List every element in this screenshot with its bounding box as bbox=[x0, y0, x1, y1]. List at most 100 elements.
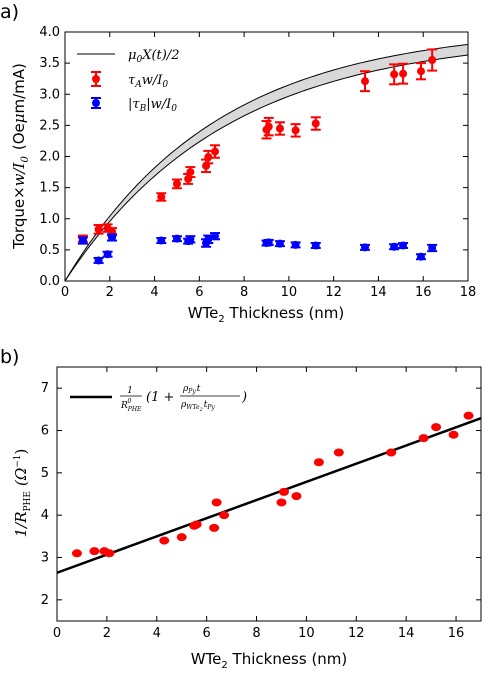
legend-b-paren-open: (1 + bbox=[146, 390, 174, 405]
chart-a-point-A bbox=[264, 122, 273, 131]
chart-b-xtick-label: 2 bbox=[103, 626, 111, 641]
chart-b-point bbox=[278, 487, 289, 496]
chart-b-point bbox=[211, 498, 222, 507]
chart-b-point bbox=[291, 492, 302, 501]
chart-a-point-B bbox=[428, 244, 437, 253]
panel-label-b: b) bbox=[0, 346, 19, 368]
chart-a-point-B bbox=[157, 236, 166, 245]
chart-a-xtick-label: 6 bbox=[195, 285, 203, 300]
chart-b-point bbox=[159, 536, 170, 545]
chart-a-point-B bbox=[291, 240, 300, 249]
chart-a-ytick-label: 3.5 bbox=[39, 56, 60, 71]
chart-b-xtick-label: 4 bbox=[153, 626, 161, 641]
chart-b-point bbox=[191, 520, 202, 529]
chart-a-point-B bbox=[264, 238, 273, 247]
chart-b-point bbox=[313, 458, 324, 467]
chart-b-ytick-label: 4 bbox=[41, 508, 49, 523]
chart-a-point-A bbox=[211, 147, 220, 156]
chart-b-xtick-label: 12 bbox=[348, 626, 365, 641]
chart-a-point-B bbox=[275, 239, 284, 248]
chart-a-point-A bbox=[428, 56, 437, 65]
chart-b-point bbox=[333, 448, 344, 457]
chart-b-point bbox=[448, 430, 459, 439]
chart-a-ytick-label: 1.5 bbox=[39, 181, 60, 196]
chart-b-xtick-label: 10 bbox=[298, 626, 315, 641]
chart-a-point-B bbox=[399, 241, 408, 250]
chart-a-point-A bbox=[204, 153, 213, 162]
chart-a-point-A bbox=[275, 124, 284, 133]
chart-b-point bbox=[176, 533, 187, 542]
panel-label-a: a) bbox=[0, 1, 19, 23]
chart-a-point-B bbox=[78, 236, 87, 245]
chart-b-point bbox=[89, 547, 100, 556]
chart-a-point-A bbox=[399, 69, 408, 78]
chart-a-frame bbox=[64, 31, 469, 282]
chart-b: 0 2 4 6 8 10 12 14 16 2 3 4 5 6 7 bbox=[41, 367, 482, 641]
chart-a-xtick-label: 0 bbox=[61, 285, 69, 300]
chart-a-xtick-label: 4 bbox=[150, 285, 158, 300]
legend-b-inner-num: ρPyt bbox=[182, 384, 201, 395]
chart-b-point bbox=[386, 448, 397, 457]
chart-b-frame bbox=[56, 366, 482, 622]
chart-a-point-A bbox=[186, 168, 195, 177]
chart-b-ytick-label: 7 bbox=[41, 381, 49, 396]
chart-b-point bbox=[463, 411, 474, 420]
chart-a-xtick-label: 18 bbox=[460, 285, 477, 300]
chart-a-point-A bbox=[291, 126, 300, 135]
chart-a-band-upper bbox=[64, 43, 469, 282]
chart-a-point-A bbox=[172, 179, 181, 188]
chart-a-xtick-label: 12 bbox=[325, 285, 342, 300]
chart-a-ytick-label: 0.0 bbox=[39, 274, 60, 289]
chart-a-point-B bbox=[186, 235, 195, 244]
chart-a-xtick-label: 14 bbox=[370, 285, 387, 300]
chart-a-point-A bbox=[361, 77, 370, 86]
chart-a-xlabel: WTe2 Thickness (nm) bbox=[188, 304, 345, 325]
chart-a: 0 2 4 6 8 10 12 14 16 18 0.0 0.5 1.0 1.5 2.0 2.5 3.0 3.5 4… bbox=[39, 25, 476, 300]
legend-a-entry-tauA: τAw/I0 bbox=[128, 73, 168, 90]
chart-b-point bbox=[418, 434, 429, 443]
legend-a: μ0X(t)/2 τAw/I0 |τB|w/I0 bbox=[77, 48, 179, 114]
chart-a-xtick-label: 16 bbox=[415, 285, 432, 300]
chart-b-ytick-label: 5 bbox=[41, 466, 49, 481]
chart-a-ytick-label: 2.5 bbox=[39, 118, 60, 133]
chart-b-point bbox=[104, 549, 115, 558]
chart-a-xtick-label: 2 bbox=[106, 285, 114, 300]
legend-b-frac-num: 1 bbox=[127, 386, 133, 396]
chart-a-xtick-label: 10 bbox=[281, 285, 298, 300]
legend-a-entry-tauB: |τB|w/I0 bbox=[128, 97, 177, 114]
chart-a-point-B bbox=[204, 235, 213, 244]
chart-a-point-B bbox=[172, 234, 181, 243]
chart-b-ytick-label: 6 bbox=[41, 424, 49, 439]
chart-b-point bbox=[209, 523, 220, 532]
chart-a-point-B bbox=[416, 252, 425, 261]
chart-a-point-A bbox=[390, 70, 399, 79]
legend-b-frac-den: RPHE0 bbox=[120, 398, 142, 413]
chart-a-ylabel: Torque×w/I0(Oeμm/mA) bbox=[10, 63, 31, 250]
chart-b-xtick-label: 0 bbox=[53, 626, 61, 641]
chart-a-point-B bbox=[311, 241, 320, 250]
chart-a-xtick-label: 8 bbox=[240, 285, 248, 300]
chart-a-point-A bbox=[311, 119, 320, 128]
chart-b-point bbox=[71, 549, 82, 558]
chart-b-xtick-label: 14 bbox=[398, 626, 415, 641]
chart-b-point bbox=[431, 423, 442, 432]
chart-a-point-B bbox=[108, 233, 117, 242]
chart-a-ytick-label: 0.5 bbox=[39, 243, 60, 258]
chart-b-ylabel: 1/RPHE(Ω−1) bbox=[12, 449, 33, 538]
chart-b-ytick-label: 2 bbox=[41, 593, 49, 608]
chart-b-xtick-label: 6 bbox=[203, 626, 211, 641]
chart-a-ytick-label: 3.0 bbox=[39, 87, 60, 102]
chart-a-point-A bbox=[157, 192, 166, 201]
chart-a-point-B bbox=[390, 242, 399, 251]
chart-b-xtick-label: 8 bbox=[252, 626, 260, 641]
legend-b: 1 RPHE0 (1 + ρPyt ρWTe2tPy ) bbox=[70, 384, 247, 413]
chart-b-ytick-label: 3 bbox=[41, 551, 49, 566]
chart-a-point-A bbox=[94, 225, 103, 234]
chart-a-point-B bbox=[94, 256, 103, 265]
chart-a-point-B bbox=[103, 250, 112, 259]
chart-b-xlabel: WTe2 Thickness (nm) bbox=[191, 650, 348, 671]
chart-a-band-lower bbox=[64, 54, 469, 282]
chart-a-ytick-label: 1.0 bbox=[39, 212, 60, 227]
chart-b-point bbox=[276, 498, 287, 507]
